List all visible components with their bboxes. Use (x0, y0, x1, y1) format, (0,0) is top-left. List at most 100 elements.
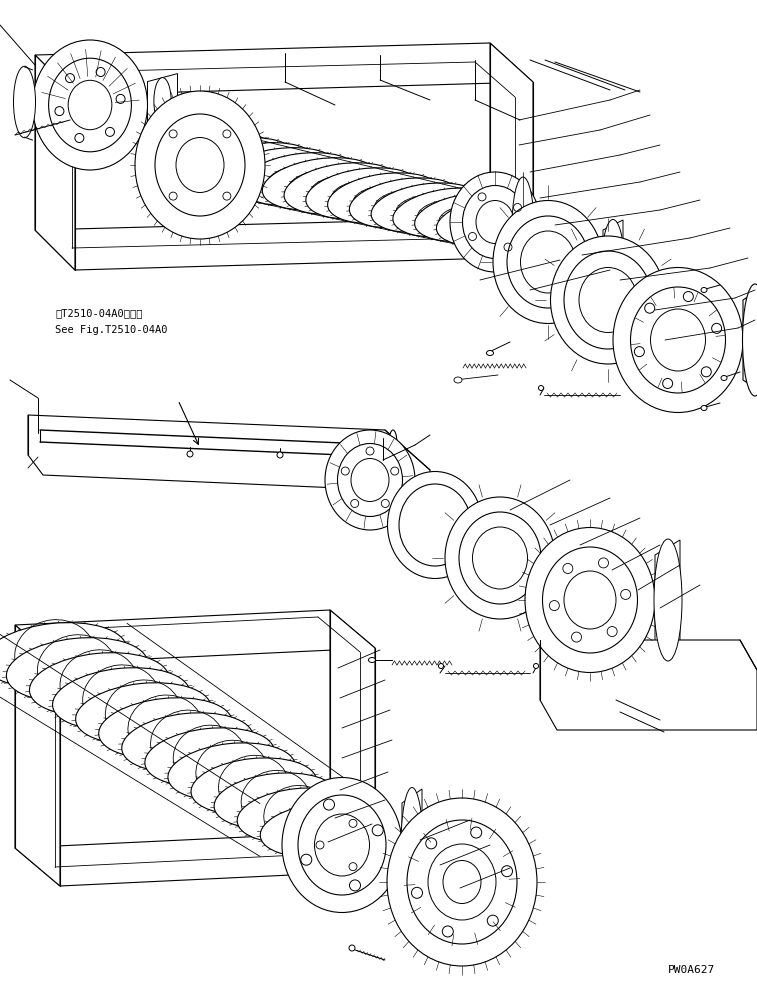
Ellipse shape (181, 145, 249, 175)
Ellipse shape (388, 472, 482, 578)
Ellipse shape (602, 220, 624, 305)
Ellipse shape (415, 193, 523, 242)
Ellipse shape (460, 209, 519, 235)
Ellipse shape (135, 91, 265, 239)
Ellipse shape (306, 168, 420, 219)
Ellipse shape (538, 386, 544, 391)
Ellipse shape (437, 198, 544, 246)
Polygon shape (540, 640, 757, 730)
Ellipse shape (459, 512, 541, 604)
Ellipse shape (187, 451, 193, 457)
Ellipse shape (241, 153, 359, 206)
Ellipse shape (507, 216, 589, 308)
Ellipse shape (154, 78, 171, 125)
Polygon shape (655, 540, 680, 660)
Ellipse shape (399, 484, 471, 566)
Ellipse shape (282, 777, 402, 912)
Ellipse shape (30, 652, 169, 715)
Ellipse shape (325, 430, 415, 530)
Ellipse shape (396, 194, 457, 222)
Ellipse shape (743, 284, 757, 396)
Ellipse shape (260, 803, 380, 857)
Polygon shape (15, 610, 375, 663)
Ellipse shape (721, 376, 727, 381)
Ellipse shape (525, 527, 655, 672)
Ellipse shape (338, 444, 403, 516)
Ellipse shape (328, 173, 441, 224)
Ellipse shape (245, 160, 311, 189)
Ellipse shape (454, 377, 462, 383)
Ellipse shape (418, 199, 478, 226)
Polygon shape (35, 43, 533, 95)
Ellipse shape (564, 571, 616, 629)
Ellipse shape (701, 288, 707, 293)
Ellipse shape (263, 158, 379, 210)
Ellipse shape (463, 186, 528, 259)
Ellipse shape (445, 497, 555, 619)
Ellipse shape (401, 787, 423, 902)
Ellipse shape (267, 165, 332, 194)
Ellipse shape (224, 155, 291, 185)
Ellipse shape (613, 268, 743, 413)
Ellipse shape (219, 148, 338, 201)
Ellipse shape (387, 798, 537, 966)
Ellipse shape (237, 788, 359, 843)
Ellipse shape (122, 713, 253, 772)
Ellipse shape (512, 177, 534, 277)
Ellipse shape (631, 287, 725, 393)
Ellipse shape (428, 844, 496, 920)
Ellipse shape (154, 133, 276, 188)
Ellipse shape (393, 188, 503, 237)
Ellipse shape (450, 172, 540, 272)
Ellipse shape (310, 175, 374, 203)
Ellipse shape (314, 814, 369, 876)
Polygon shape (743, 285, 757, 395)
Ellipse shape (176, 138, 224, 193)
Ellipse shape (369, 657, 375, 662)
Polygon shape (15, 833, 375, 886)
Ellipse shape (353, 184, 416, 212)
Ellipse shape (389, 430, 397, 457)
Ellipse shape (371, 183, 482, 233)
Text: 第T2510-04A0図参照: 第T2510-04A0図参照 (55, 308, 142, 318)
Ellipse shape (68, 80, 112, 130)
Ellipse shape (332, 179, 394, 208)
Ellipse shape (476, 201, 514, 244)
Polygon shape (490, 43, 533, 257)
Ellipse shape (375, 189, 436, 217)
Ellipse shape (277, 452, 283, 458)
Ellipse shape (6, 637, 148, 701)
Ellipse shape (564, 251, 652, 349)
Ellipse shape (487, 351, 494, 356)
Ellipse shape (48, 58, 132, 152)
Ellipse shape (214, 773, 338, 829)
Ellipse shape (0, 622, 126, 687)
Polygon shape (603, 220, 623, 304)
Ellipse shape (550, 236, 665, 364)
Ellipse shape (443, 860, 481, 903)
Ellipse shape (349, 945, 355, 951)
Ellipse shape (701, 406, 707, 411)
Ellipse shape (438, 663, 444, 668)
Ellipse shape (650, 309, 706, 371)
Ellipse shape (76, 682, 211, 744)
Ellipse shape (288, 170, 353, 198)
Text: See Fig.T2510-04A0: See Fig.T2510-04A0 (55, 325, 167, 335)
Ellipse shape (98, 697, 232, 758)
Ellipse shape (284, 163, 400, 215)
Ellipse shape (176, 138, 297, 192)
Polygon shape (35, 55, 75, 270)
Ellipse shape (407, 820, 517, 944)
Ellipse shape (493, 201, 603, 324)
Ellipse shape (191, 758, 316, 814)
Ellipse shape (14, 66, 36, 138)
Ellipse shape (52, 667, 190, 730)
Ellipse shape (351, 459, 389, 501)
Ellipse shape (350, 178, 462, 228)
Ellipse shape (298, 795, 386, 895)
Ellipse shape (534, 663, 538, 668)
Ellipse shape (654, 539, 682, 661)
Ellipse shape (197, 143, 318, 197)
Polygon shape (402, 789, 422, 901)
Ellipse shape (145, 728, 274, 786)
